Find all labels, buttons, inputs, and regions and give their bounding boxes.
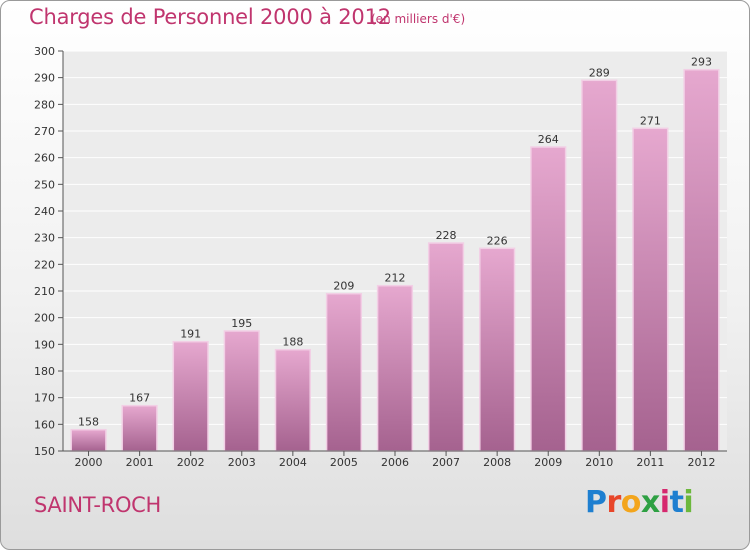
y-tick-label: 160 bbox=[34, 418, 55, 431]
data-label-2012: 293 bbox=[691, 56, 712, 69]
y-tick-label: 260 bbox=[34, 152, 55, 165]
logo-letter: P bbox=[585, 485, 607, 520]
bar-2001 bbox=[121, 404, 158, 452]
bar-2006 bbox=[376, 284, 414, 452]
y-tick-label: 250 bbox=[34, 178, 55, 191]
bar-2004 bbox=[274, 348, 311, 452]
bar-2010 bbox=[581, 79, 618, 452]
x-tick-label-2001: 2001 bbox=[126, 456, 154, 469]
data-label-2008: 226 bbox=[487, 234, 508, 247]
logo-letter: o bbox=[620, 485, 642, 520]
y-tick-label: 230 bbox=[34, 232, 55, 245]
logo-letter: i bbox=[683, 485, 694, 520]
data-label-2010: 289 bbox=[589, 66, 610, 79]
bar-2009 bbox=[530, 146, 567, 452]
y-tick-label: 200 bbox=[34, 312, 55, 325]
data-label-2006: 212 bbox=[385, 272, 406, 285]
bar-2008 bbox=[479, 247, 516, 452]
x-tick-label-2004: 2004 bbox=[279, 456, 307, 469]
y-tick-label: 150 bbox=[34, 445, 55, 458]
data-label-2004: 188 bbox=[282, 336, 303, 349]
logo-letter: r bbox=[606, 485, 622, 520]
x-tick-label-2010: 2010 bbox=[585, 456, 613, 469]
y-tick-label: 210 bbox=[34, 285, 55, 298]
chart-subtitle: (en milliers d'€) bbox=[371, 12, 466, 26]
x-tick-label-2006: 2006 bbox=[381, 456, 409, 469]
bar-2012 bbox=[683, 68, 720, 452]
bar-2002 bbox=[172, 340, 209, 452]
y-tick-label: 190 bbox=[34, 338, 55, 351]
x-tick-label-2012: 2012 bbox=[687, 456, 715, 469]
bar-2011 bbox=[632, 127, 669, 452]
x-tick-label-2009: 2009 bbox=[534, 456, 562, 469]
axes: 150 160 170 180 190 200 210 220 230 240 250 260 270 2… bbox=[34, 45, 727, 469]
x-tick-label-2011: 2011 bbox=[636, 456, 664, 469]
data-label-2000: 158 bbox=[78, 416, 99, 429]
x-tick-label-2005: 2005 bbox=[330, 456, 358, 469]
x-tick-label-2002: 2002 bbox=[177, 456, 205, 469]
x-tick-label-2000: 2000 bbox=[75, 456, 103, 469]
y-tick-label: 240 bbox=[34, 205, 55, 218]
y-tick-label: 180 bbox=[34, 365, 55, 378]
bar-2005 bbox=[325, 292, 363, 452]
logo-letter: t bbox=[669, 485, 684, 520]
data-label-2011: 271 bbox=[640, 114, 661, 127]
logo-letter: x bbox=[640, 485, 660, 520]
y-tick-label: 220 bbox=[34, 258, 55, 271]
y-tick-label: 270 bbox=[34, 125, 55, 138]
data-label-2005: 209 bbox=[333, 280, 354, 293]
y-tick-label: 300 bbox=[34, 45, 55, 58]
logo-letter: i bbox=[659, 485, 670, 520]
x-tick-label-2008: 2008 bbox=[483, 456, 511, 469]
bar-2003 bbox=[223, 330, 260, 452]
bar-2007 bbox=[427, 242, 465, 452]
commune-name: SAINT-ROCH bbox=[34, 493, 162, 517]
data-label-2003: 195 bbox=[231, 317, 252, 330]
data-label-2009: 264 bbox=[538, 133, 559, 146]
data-label-2001: 167 bbox=[129, 392, 150, 405]
bar-2000 bbox=[70, 428, 107, 452]
x-tick-label-2007: 2007 bbox=[432, 456, 460, 469]
chart-title: Charges de Personnel 2000 à 2012 bbox=[29, 5, 391, 29]
y-tick-label: 280 bbox=[34, 98, 55, 111]
data-label-2002: 191 bbox=[180, 328, 201, 341]
y-tick-label: 290 bbox=[34, 72, 55, 85]
proxiti-logo: Proxiti bbox=[585, 485, 694, 520]
x-tick-label-2003: 2003 bbox=[228, 456, 256, 469]
data-label-2007: 228 bbox=[436, 229, 457, 242]
y-tick-label: 170 bbox=[34, 392, 55, 405]
